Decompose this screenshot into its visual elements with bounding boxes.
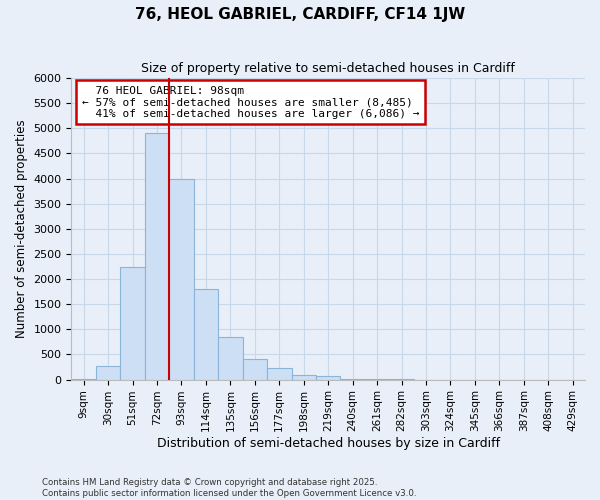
X-axis label: Distribution of semi-detached houses by size in Cardiff: Distribution of semi-detached houses by … [157,437,500,450]
Bar [145,134,169,380]
Text: 76 HEOL GABRIEL: 98sqm
← 57% of semi-detached houses are smaller (8,485)
  41% o: 76 HEOL GABRIEL: 98sqm ← 57% of semi-det… [82,86,419,119]
Bar [218,337,242,380]
Bar [267,368,292,380]
Bar [316,376,340,380]
Text: Contains HM Land Registry data © Crown copyright and database right 2025.
Contai: Contains HM Land Registry data © Crown c… [42,478,416,498]
Bar [340,379,365,380]
Bar [292,374,316,380]
Y-axis label: Number of semi-detached properties: Number of semi-detached properties [15,120,28,338]
Bar [96,366,121,380]
Bar [194,289,218,380]
Text: 76, HEOL GABRIEL, CARDIFF, CF14 1JW: 76, HEOL GABRIEL, CARDIFF, CF14 1JW [135,8,465,22]
Bar [121,266,145,380]
Title: Size of property relative to semi-detached houses in Cardiff: Size of property relative to semi-detach… [141,62,515,76]
Bar [169,178,194,380]
Bar [242,360,267,380]
